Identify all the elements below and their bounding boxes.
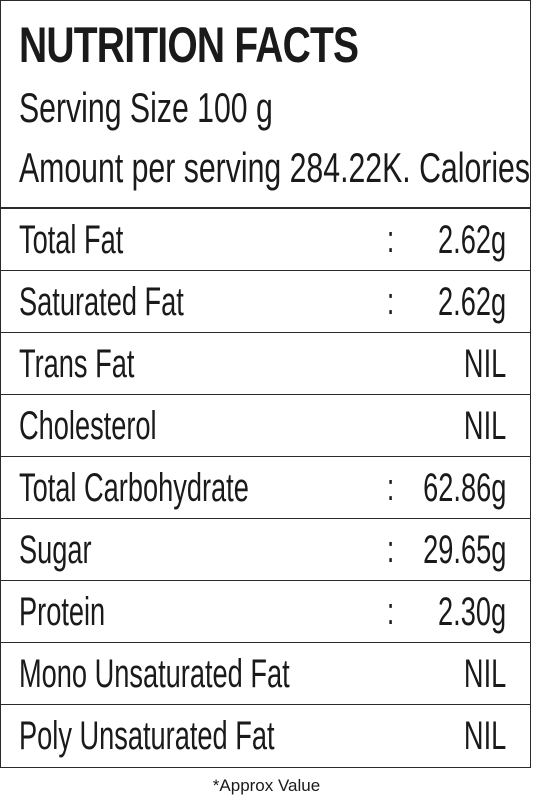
nutrition-facts-panel: NUTRITION FACTS Serving Size 100 g Amoun… — [0, 0, 531, 768]
nutrient-separator: : — [387, 591, 395, 633]
nutrient-row-trans-fat: Trans Fat NIL — [1, 333, 530, 395]
nutrient-label: Protein — [19, 590, 106, 634]
nutrient-label: Total Fat — [19, 218, 124, 262]
nutrient-row-total-carbohydrate: Total Carbohydrate : 62.86g — [1, 457, 530, 519]
nutrient-row-protein: Protein : 2.30g — [1, 581, 530, 643]
nutrient-label: Poly Unsaturated Fat — [19, 714, 275, 758]
nutrient-row-poly-unsaturated-fat: Poly Unsaturated Fat NIL — [1, 705, 530, 767]
nutrient-row-sugar: Sugar : 29.65g — [1, 519, 530, 581]
nutrient-separator: : — [387, 281, 395, 323]
nutrient-value: NIL — [463, 404, 506, 448]
serving-size: Serving Size 100 g — [19, 84, 273, 131]
nutrient-table: Total Fat : 2.62g Saturated Fat : 2.62g … — [1, 209, 530, 767]
nutrient-value: 2.62g — [437, 218, 506, 262]
nutrient-row-cholesterol: Cholesterol NIL — [1, 395, 530, 457]
nutrient-row-total-fat: Total Fat : 2.62g — [1, 209, 530, 271]
nutrient-row-mono-unsaturated-fat: Mono Unsaturated Fat NIL — [1, 643, 530, 705]
nutrient-label: Cholesterol — [19, 404, 157, 448]
nutrient-separator: : — [387, 467, 395, 509]
nutrient-value: 2.62g — [437, 280, 506, 324]
nutrient-separator: : — [387, 529, 395, 571]
nutrient-row-saturated-fat: Saturated Fat : 2.62g — [1, 271, 530, 333]
nutrient-label: Trans Fat — [19, 342, 135, 386]
nutrient-value: NIL — [463, 342, 506, 386]
nutrition-header: NUTRITION FACTS Serving Size 100 g Amoun… — [1, 1, 530, 209]
nutrient-value: 2.30g — [437, 590, 506, 634]
nutrient-label: Saturated Fat — [19, 280, 184, 324]
footnote: *Approx Value — [212, 776, 321, 795]
nutrient-label: Sugar — [19, 528, 92, 572]
nutrient-value: 62.86g — [422, 466, 506, 510]
nutrient-label: Total Carbohydrate — [19, 466, 249, 510]
nutrient-value: NIL — [463, 652, 506, 696]
nutrient-value: NIL — [463, 714, 506, 758]
nutrient-value: 29.65g — [422, 528, 506, 572]
amount-per-serving: Amount per serving 284.22K. Calories — [19, 144, 530, 191]
nutrient-label: Mono Unsaturated Fat — [19, 652, 290, 696]
nutrient-separator: : — [387, 219, 395, 261]
page-title: NUTRITION FACTS — [19, 17, 359, 73]
